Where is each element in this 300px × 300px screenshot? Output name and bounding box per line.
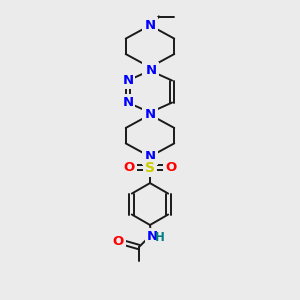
Text: N: N — [122, 96, 134, 109]
Text: H: H — [155, 231, 165, 244]
Text: N: N — [122, 74, 134, 87]
Text: N: N — [144, 150, 156, 163]
Text: O: O — [123, 161, 135, 174]
Text: N: N — [146, 64, 157, 77]
Text: N: N — [144, 19, 156, 32]
Text: N: N — [144, 108, 156, 121]
Text: S: S — [145, 160, 155, 175]
Text: O: O — [112, 235, 124, 248]
Text: N: N — [147, 230, 158, 242]
Text: N: N — [144, 61, 156, 74]
Text: O: O — [165, 161, 177, 174]
